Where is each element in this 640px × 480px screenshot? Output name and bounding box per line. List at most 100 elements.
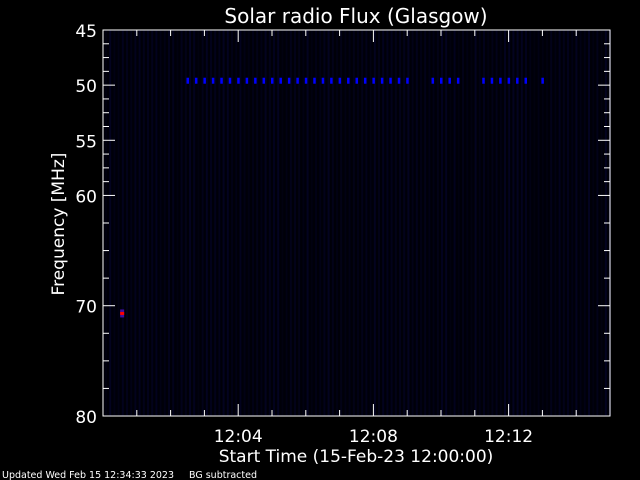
noise-streak [155, 30, 158, 416]
noise-streak [113, 30, 116, 416]
noise-streak [298, 30, 301, 416]
noise-streak [327, 30, 330, 416]
burst-mark [456, 77, 460, 84]
noise-streak [420, 30, 422, 416]
noise-streak [600, 30, 603, 416]
noise-streak [214, 30, 217, 416]
noise-streak [285, 30, 288, 416]
burst-mark [431, 77, 435, 84]
noise-streak [583, 30, 586, 416]
noise-streak [512, 30, 515, 416]
burst-mark [516, 77, 519, 84]
noise-streak [424, 30, 427, 416]
noise-streak [268, 30, 271, 416]
noise-streak [369, 30, 372, 416]
noise-streak [386, 30, 389, 416]
y-tick-label: 55 [75, 132, 97, 152]
noise-streak [407, 30, 410, 416]
noise-streak [260, 30, 263, 416]
burst-mark [228, 77, 232, 84]
noise-streak [142, 30, 145, 416]
noise-streak [277, 30, 280, 416]
burst-mark [220, 77, 223, 84]
burst-mark [271, 77, 274, 84]
noise-streak [222, 30, 225, 416]
y-axis-label: Frequency [MHz] [49, 153, 69, 296]
noise-streak [235, 30, 238, 416]
noise-streak [189, 30, 191, 416]
noise-streak [121, 30, 124, 416]
noise-streak [340, 30, 343, 416]
noise-streak [466, 30, 469, 416]
burst-mark [490, 77, 494, 84]
noise-streak [499, 30, 502, 416]
noise-streak [403, 30, 406, 416]
burst-mark [524, 77, 527, 84]
noise-streak [483, 30, 485, 416]
noise-streak [264, 30, 267, 416]
noise-streak [168, 30, 170, 416]
burst-mark [338, 77, 342, 84]
noise-streak [491, 30, 494, 416]
noise-streak [344, 30, 347, 416]
y-tick-label: 70 [75, 298, 97, 318]
noise-streak [537, 30, 540, 416]
burst-mark [363, 77, 367, 84]
burst-mark [254, 77, 257, 84]
noise-streak [495, 30, 498, 416]
y-tick-label: 50 [75, 77, 97, 97]
burst-mark [186, 77, 189, 84]
noise-streak [571, 30, 574, 416]
noise-streak [411, 30, 414, 416]
noise-streak [281, 30, 284, 416]
noise-streak [441, 30, 443, 416]
noise-streak [436, 30, 439, 416]
noise-streak [348, 30, 351, 416]
burst-mark [296, 77, 299, 84]
burst-mark [389, 77, 392, 84]
axes: 45 50 55 60 70 80 12:04 12:08 12:12 [75, 22, 611, 447]
noise-streak [462, 30, 464, 416]
burst-mark [194, 77, 198, 84]
burst-mark [482, 77, 485, 84]
updated-timestamp: Updated Wed Feb 15 12:34:33 2023 [2, 470, 174, 480]
noise-streak [525, 30, 527, 416]
noise-streak [378, 30, 380, 416]
hot-spot-mark [120, 311, 125, 315]
noise-streak [504, 30, 506, 416]
noise-streak [529, 30, 532, 416]
noise-streak [247, 30, 250, 416]
burst-mark [262, 77, 266, 84]
burst-mark [321, 77, 325, 84]
noise-streak [533, 30, 536, 416]
noise-streak [361, 30, 364, 416]
x-tick-label: 12:04 [214, 427, 263, 447]
noise-streak [541, 30, 544, 416]
noise-streak [546, 30, 548, 416]
noise-streak [394, 30, 397, 416]
noise-streak [184, 30, 187, 416]
noise-streak [176, 30, 179, 416]
burst-mark [245, 77, 249, 84]
noise-streak [373, 30, 376, 416]
noise-streak [252, 30, 254, 416]
burst-mark [304, 77, 308, 84]
noise-streak [478, 30, 481, 416]
noise-streak [592, 30, 595, 416]
y-tick-label: 80 [75, 408, 97, 428]
noise-streak [415, 30, 418, 416]
burst-mark [287, 77, 291, 84]
noise-streak [319, 30, 322, 416]
noise-streak [294, 30, 296, 416]
noise-streak [134, 30, 137, 416]
noise-streak [562, 30, 565, 416]
burst-mark [499, 77, 502, 84]
noise-streak [567, 30, 569, 416]
noise-streak [596, 30, 599, 416]
burst-mark [347, 77, 350, 84]
noise-streak [180, 30, 183, 416]
noise-streak [357, 30, 359, 416]
plot-area [103, 30, 611, 416]
burst-mark [507, 77, 511, 84]
